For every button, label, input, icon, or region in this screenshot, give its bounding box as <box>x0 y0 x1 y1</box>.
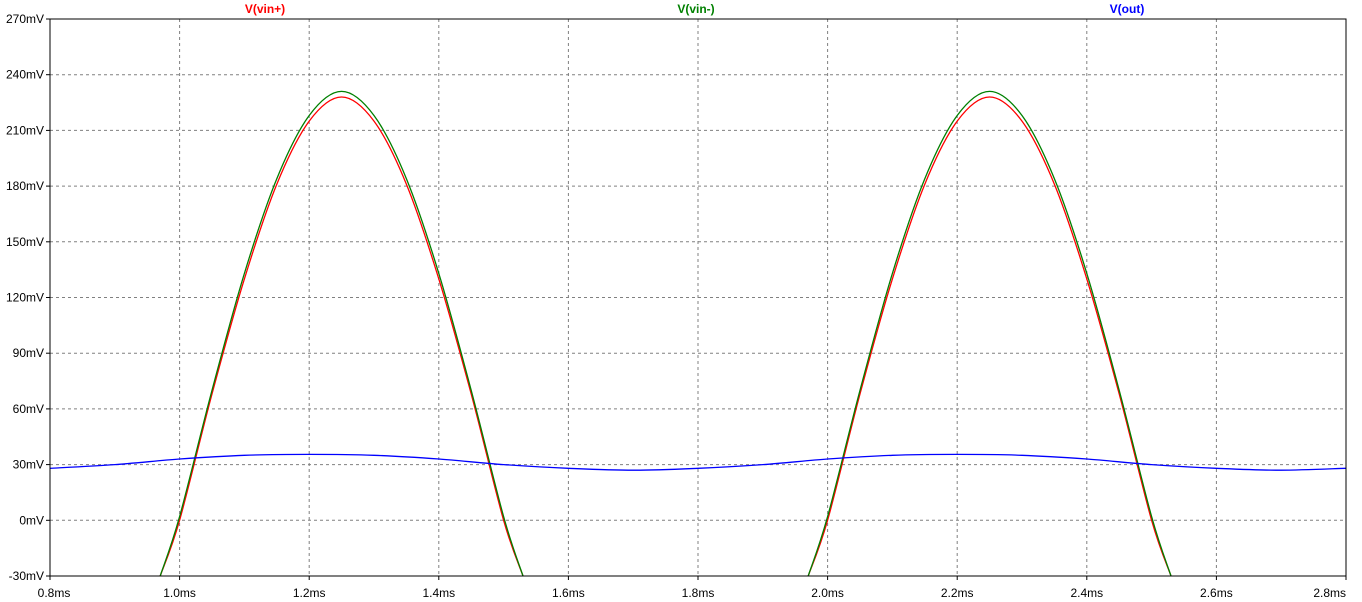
series-line-1 <box>159 90 524 576</box>
y-tick-label: 270mV <box>6 12 44 26</box>
y-tick-label: 30mV <box>13 458 44 472</box>
x-tick-label: 1.6ms <box>552 586 585 600</box>
grid <box>50 19 1346 576</box>
y-tick-label: 0mV <box>19 513 44 527</box>
plot-frame <box>49 18 1347 577</box>
y-tick-label: 90mV <box>13 346 44 360</box>
y-tick-label: -30mV <box>9 569 44 583</box>
y-tick-label: 240mV <box>6 68 44 82</box>
y-tick-label: 60mV <box>13 402 44 416</box>
y-tick-label: 150mV <box>6 235 44 249</box>
series-line-0 <box>807 96 1172 576</box>
x-tick-label: 1.8ms <box>682 586 715 600</box>
x-tick-label: 2.2ms <box>941 586 974 600</box>
y-tick-label: 180mV <box>6 179 44 193</box>
x-tick-label: 2.6ms <box>1200 586 1233 600</box>
series-traces <box>50 90 1346 576</box>
y-tick-label: 210mV <box>6 123 44 137</box>
legend-vin-plus[interactable]: V(vin+) <box>245 2 285 16</box>
series-line-2 <box>50 453 1346 471</box>
x-tick-label: 2.8ms <box>1313 586 1346 600</box>
x-tick-label: 1.4ms <box>422 586 455 600</box>
legend-vin-minus[interactable]: V(vin-) <box>677 2 714 16</box>
y-tick-label: 120mV <box>6 291 44 305</box>
x-tick-label: 0.8ms <box>38 586 71 600</box>
series-line-0 <box>159 96 524 576</box>
x-tick-label: 2.0ms <box>811 586 844 600</box>
axis-ticks: 0.8ms 1.0ms 1.2ms 1.4ms 1.6ms 1.8ms 2.0ms 2.2ms… <box>6 12 1347 600</box>
x-tick-label: 1.0ms <box>163 586 196 600</box>
x-tick-label: 2.4ms <box>1070 586 1103 600</box>
legend-vout[interactable]: V(out) <box>1110 2 1145 16</box>
legend: V(vin+) V(vin-) V(out) <box>245 2 1145 16</box>
series-line-1 <box>807 90 1172 576</box>
x-tick-label: 1.2ms <box>293 586 326 600</box>
